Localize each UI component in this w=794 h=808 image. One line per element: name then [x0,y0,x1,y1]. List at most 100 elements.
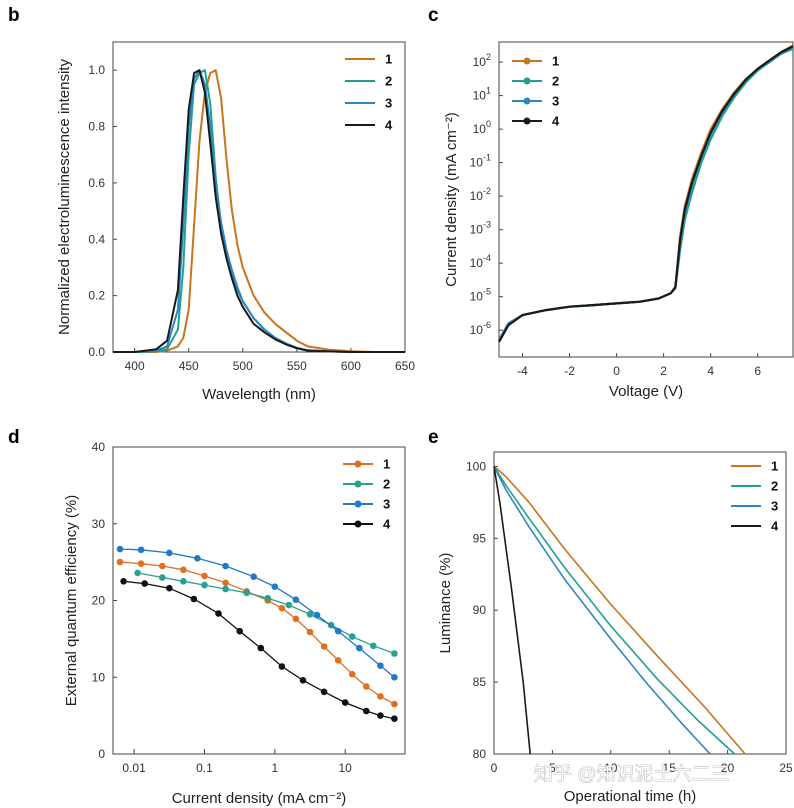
panel-d-series-1-point [159,562,166,570]
panel-c-y-tick-label: 10-2 [470,186,491,203]
panel-d-series-1-point [334,657,342,664]
panel-d-legend-marker-1 [354,460,362,468]
panel-c-plot-frame [498,41,794,358]
panel-d-series-3-point [292,596,300,603]
panel-d-series-2-point [306,611,314,618]
panel-b-spectrum-chart: 400 450 500 550 600 650 0.0 0.2 0.4 0.6 0.8 1.0 1 2 3 4… [56,41,415,403]
panel-d-series-1-point [278,604,286,612]
panel-c-legend-marker-1 [523,57,531,65]
panel-d-series-2-point [134,569,141,577]
panel-d-series-4-point [341,699,349,706]
panel-d-series-2-point [159,574,166,581]
panel-c-x-tick-label: 2 [660,364,667,378]
panel-d-series-1-point [292,615,300,623]
panel-c-letter: c [428,5,439,26]
panel-c-legend-label-3: 3 [552,94,559,109]
panel-c-series-2-line [498,47,794,341]
panel-d-y-tick-label: 10 [92,670,106,684]
panel-b-series-4-line [113,69,405,353]
panel-b-x-tick-label: 600 [341,359,361,373]
panel-b-x-tick-label: 500 [233,359,253,373]
panel-d-legend-marker-4 [354,520,362,528]
panel-b-y-tick-label: 0.6 [88,176,105,190]
panel-c-y-tick-label: 10-6 [470,320,491,337]
panel-d-series-2-point [201,581,208,589]
panel-d-series-2-point [243,589,250,597]
panel-b-legend-label-4: 4 [385,118,393,133]
panel-c-y-tick-label: 102 [473,52,491,69]
panel-d-series-4-point [363,707,370,715]
panel-b-x-tick-label: 400 [125,359,145,373]
panel-d-x-tick-label: 1 [271,761,278,775]
panel-d-eqe-chart: 0.01 0.1 1 10 0 10 20 30 40 1 2 3 4 Current density (… [63,440,406,807]
panel-e-series-2-line [493,465,736,755]
panel-c-legend-marker-2 [523,77,531,85]
panel-e-x-tick-label: 5 [549,761,556,775]
panel-d-legend-marker-2 [354,480,362,488]
panel-d-series-3-point [194,555,201,562]
panel-e-letter: e [428,427,439,448]
panel-d-series-4-point [278,663,286,670]
panel-c-series-1-line [498,44,794,341]
panel-d-series-4-point [320,688,328,696]
panel-d-series-1-point [348,670,356,678]
panel-c-series-4-line [498,45,794,343]
panel-d-y-tick-label: 40 [92,440,106,454]
panel-e-lifetime-chart: 0 5 10 15 20 25 80 85 90 95 100 1 2 3 4 Operational tim… [437,451,793,805]
panel-d-y-tick-label: 0 [98,747,105,761]
panel-d-series-1-point [116,558,124,566]
panel-d-series-2-point [285,601,293,609]
panel-d-series-2-point [370,642,377,650]
panel-d-letter: d [8,427,20,448]
panel-c-y-tick-label: 10-4 [470,253,491,270]
panel-e-x-tick-label: 0 [491,761,498,775]
panel-d-x-axis-label: Current density (mA cm⁻²) [172,790,347,807]
panel-b-x-tick-label: 550 [287,359,307,373]
panel-d-series-3-point [271,583,279,590]
panel-d-series-4-point [257,644,265,652]
panel-c-y-tick-label: 10-1 [470,153,491,170]
panel-d-series-3-point [222,562,229,570]
panel-e-y-tick-label: 95 [473,531,487,545]
panel-b-y-tick-label: 0.0 [88,345,105,359]
watermark: 知乎 @知识泥土六二三 [534,763,730,785]
panel-c-series-3-line [498,46,794,341]
panel-b-x-axis-label: Wavelength (nm) [202,386,316,403]
panel-e-x-axis-label: Operational time (h) [564,788,697,805]
panel-d-series-3-point [313,611,321,619]
panel-e-legend-label-3: 3 [771,499,778,514]
panel-d-series-4-point [377,712,384,719]
panel-d-y-tick-label: 20 [92,594,106,608]
panel-b-y-tick-label: 0.4 [88,232,105,246]
panel-e-x-tick-label: 20 [721,761,735,775]
panel-c-legend-label-2: 2 [552,74,559,89]
panel-c-x-axis-label: Voltage (V) [609,383,683,400]
panel-b-legend-label-1: 1 [385,52,392,67]
panel-e-x-tick-label: 25 [779,761,793,775]
panel-c-x-tick-label: 4 [707,364,714,378]
panel-d-series-4-point [299,677,307,684]
panel-b-series-3-line [113,69,405,353]
panel-b-y-tick-label: 1.0 [88,63,105,77]
panel-d-series-4-point [391,715,398,722]
panel-e-legend-label-4: 4 [771,519,779,534]
panel-d-series-1-point [137,560,145,567]
panel-e-series-4-line [493,466,531,755]
panel-d-series-1-point [201,572,208,580]
panel-e-y-tick-label: 100 [466,459,486,473]
panel-d-series-3-point [356,644,363,652]
panel-c-x-tick-label: -4 [517,364,528,378]
panel-d-x-tick-label: 10 [339,761,353,775]
panel-e-y-axis-label: Luminance (%) [437,553,454,654]
panel-d-series-4-point [236,627,243,635]
panel-d-series-4-point [215,610,222,617]
panel-b-legend-label-2: 2 [385,74,392,89]
panel-c-x-tick-label: 0 [613,364,620,378]
panel-e-plot-frame [493,451,787,755]
panel-b-y-axis-label: Normalized electroluminescence intensity [56,59,73,335]
panel-d-series-2-line [137,572,395,655]
panel-d-series-2-point [391,650,398,657]
panel-d-series-3-point [377,662,384,669]
panel-d-legend-label-3: 3 [383,497,390,512]
